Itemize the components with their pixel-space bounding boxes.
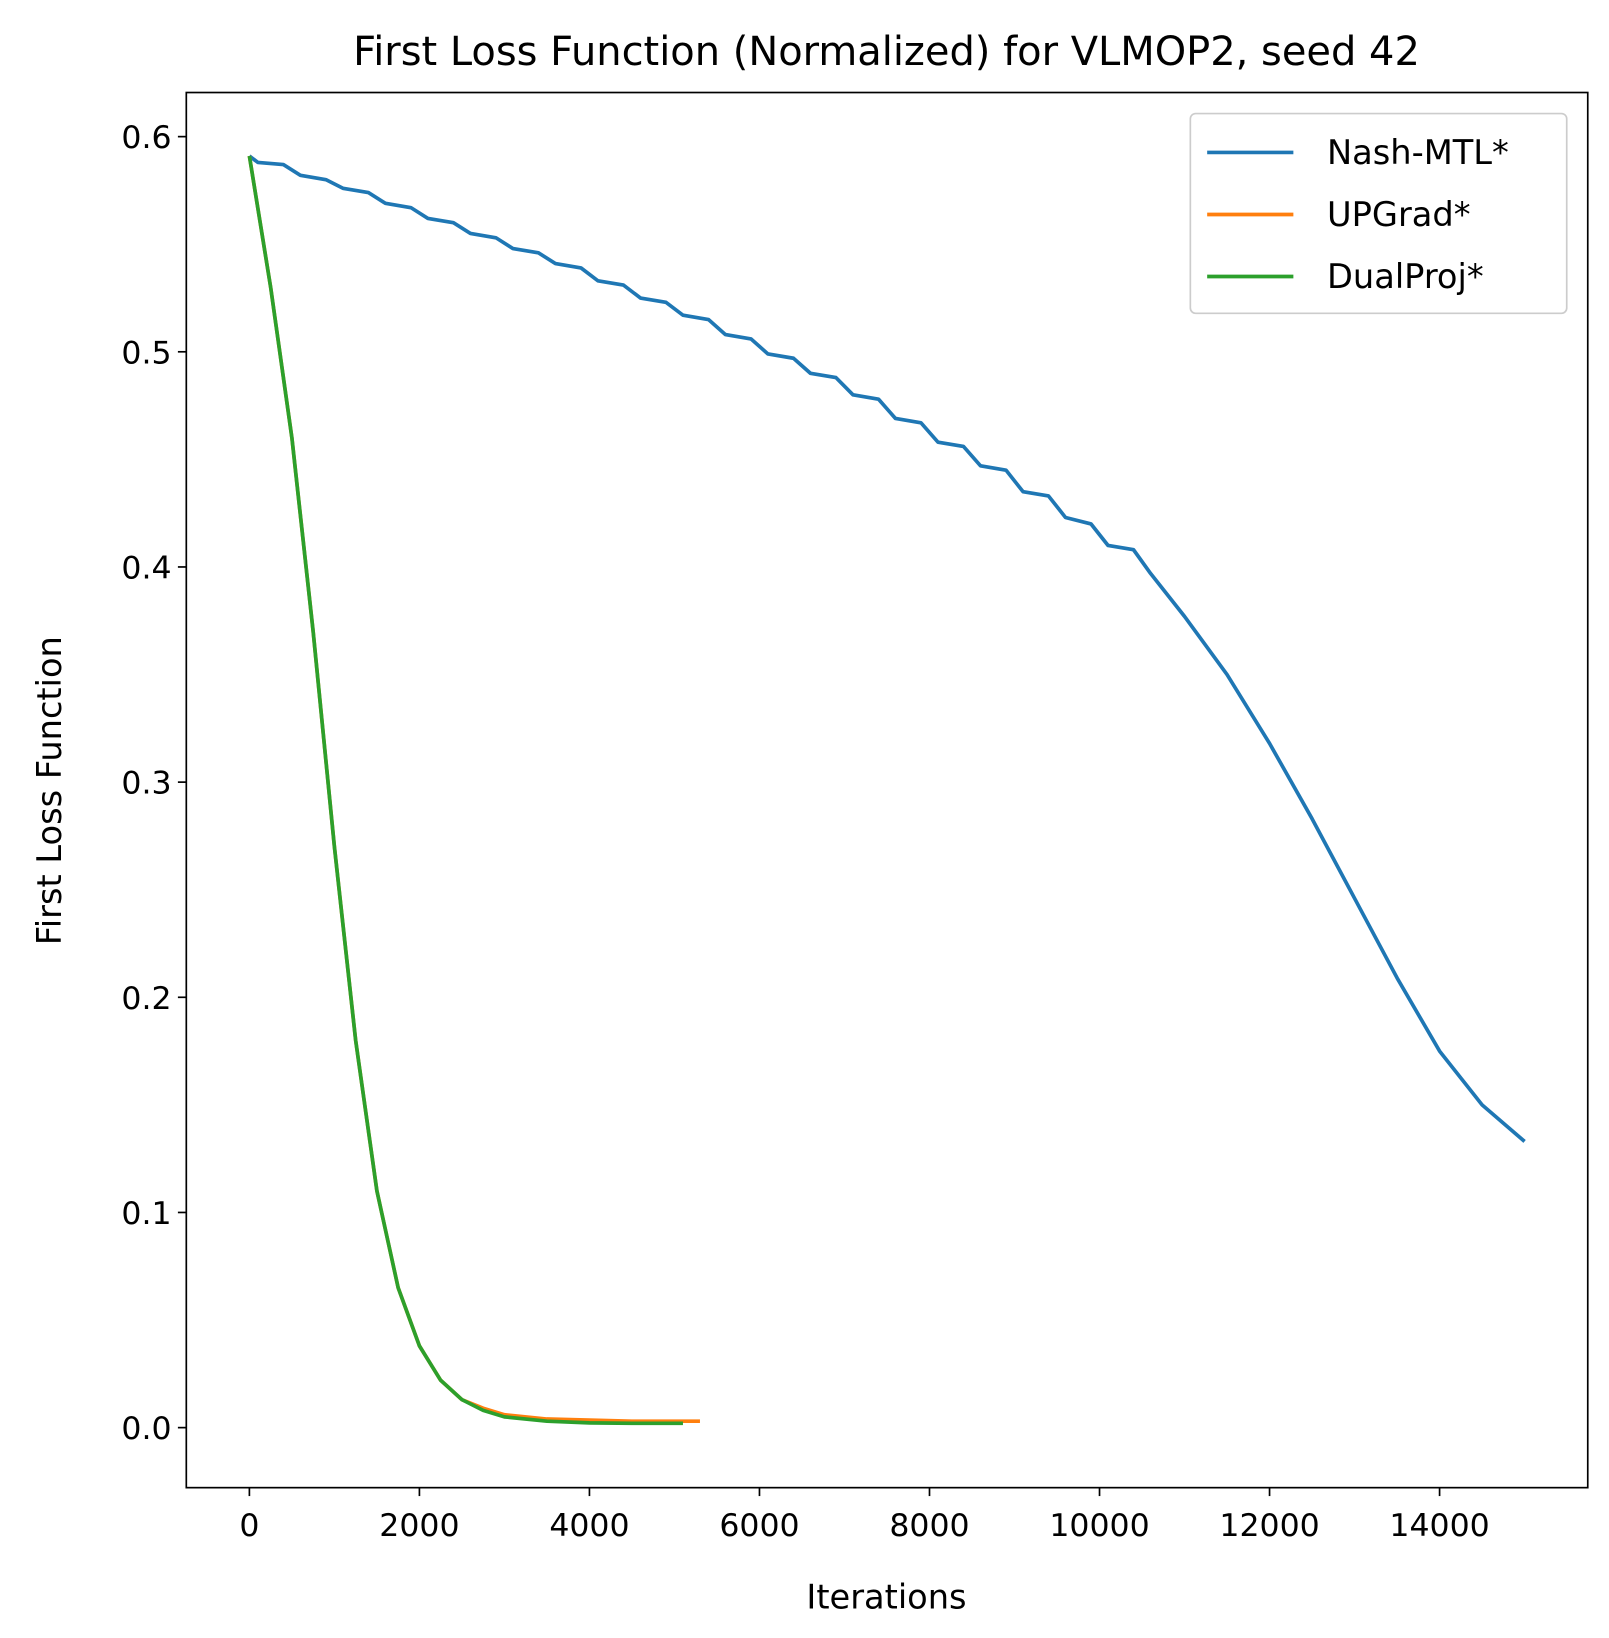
chart-title: First Loss Function (Normalized) for VLM…: [353, 29, 1420, 75]
x-tick-label: 6000: [719, 1508, 799, 1544]
x-tick-label: 14000: [1389, 1508, 1489, 1544]
series-line: [248, 154, 1526, 1143]
y-tick-label: 0.6: [121, 120, 171, 156]
x-tick-label: 4000: [549, 1508, 629, 1544]
x-tick-label: 0: [239, 1508, 259, 1544]
x-tick-label: 2000: [379, 1508, 459, 1544]
x-tick-label: 12000: [1219, 1508, 1319, 1544]
y-tick-label: 0.1: [121, 1196, 171, 1232]
legend-box: [1189, 112, 1568, 315]
series-line: [247, 155, 700, 1424]
y-tick-label: 0.2: [121, 981, 171, 1017]
y-axis-label: First Loss Function: [30, 636, 69, 945]
series-line: [247, 155, 683, 1426]
y-tick-label: 0.0: [121, 1411, 171, 1447]
x-tick-label: 8000: [889, 1508, 969, 1544]
legend-label: Nash-MTL*: [1327, 133, 1509, 172]
y-tick-label: 0.3: [121, 766, 171, 802]
legend-label: DualProj*: [1327, 257, 1484, 296]
plot-frame: [185, 91, 1589, 1489]
x-tick-label: 10000: [1049, 1508, 1149, 1544]
y-tick-label: 0.5: [121, 335, 171, 371]
x-axis-label: Iterations: [806, 1578, 966, 1617]
legend-label: UPGrad*: [1327, 195, 1471, 234]
y-tick-label: 0.4: [121, 551, 171, 587]
